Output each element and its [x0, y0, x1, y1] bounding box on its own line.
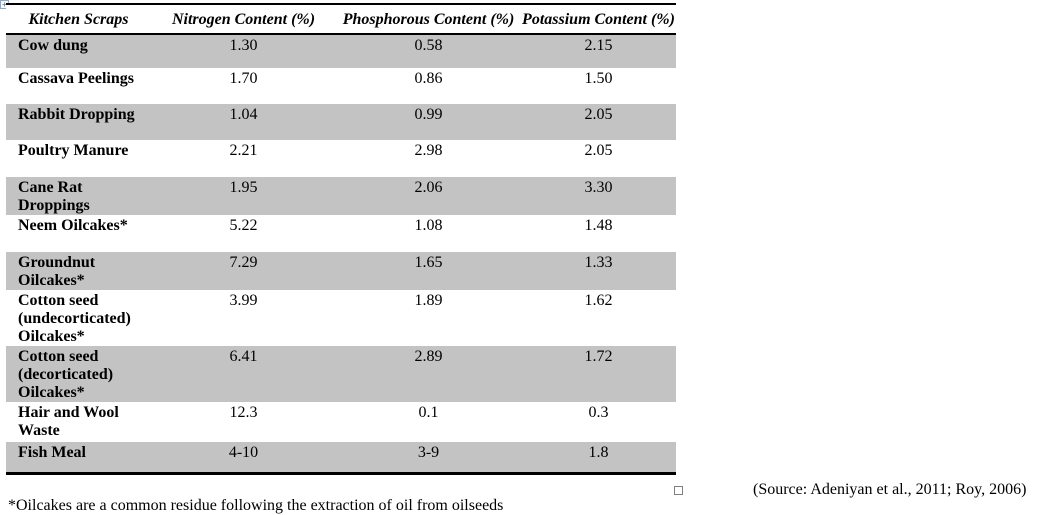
potassium-value: 1.50 — [584, 70, 613, 87]
phosphorous-value: 2.06 — [336, 177, 521, 215]
nitrogen-value: 3.99 — [229, 292, 258, 309]
potassium-value: 2.05 — [584, 142, 613, 159]
potassium-value: 1.33 — [521, 252, 676, 290]
table-row: Poultry Manure 2.21 2.98 2.05 — [6, 140, 676, 177]
nitrogen-value: 12.3 — [229, 404, 258, 421]
nitrogen-value: 1.70 — [229, 70, 258, 87]
phosphorous-value: 1.65 — [336, 252, 521, 290]
potassium-value: 1.62 — [584, 292, 613, 309]
oilcakes-footnote: *Oilcakes are a common residue following… — [8, 497, 504, 514]
potassium-value: 3.30 — [521, 177, 676, 215]
nitrogen-value: 1.95 — [151, 177, 336, 215]
nitrogen-value: 6.41 — [151, 346, 336, 402]
phosphorous-value: 2.89 — [336, 346, 521, 402]
phosphorous-value: 0.58 — [336, 34, 521, 68]
table-row: Cow dung 1.30 0.58 2.15 — [6, 34, 676, 68]
column-header-kitchen-scraps: Kitchen Scraps — [6, 4, 151, 35]
nitrogen-value: 1.30 — [151, 34, 336, 68]
phosphorous-value: 0.1 — [418, 404, 439, 421]
phosphorous-value: 2.98 — [414, 142, 443, 159]
column-header-phosphorous: Phosphorous Content (%) — [336, 4, 521, 35]
source-citation: (Source: Adeniyan et al., 2011; Roy, 200… — [753, 481, 1027, 498]
nitrogen-value: 7.29 — [151, 252, 336, 290]
phosphorous-value: 0.86 — [414, 70, 443, 87]
phosphorous-value: 3-9 — [336, 442, 521, 475]
row-label: Poultry Manure — [18, 142, 129, 159]
table-row: Cotton seed (undecorticated) Oilcakes* 3… — [6, 290, 676, 346]
table-body: Cow dung 1.30 0.58 2.15 Cassava Peelings… — [6, 34, 676, 475]
row-label: Hair and Wool Waste — [18, 404, 119, 439]
potassium-value: 2.15 — [521, 34, 676, 68]
potassium-value: 2.05 — [521, 104, 676, 140]
row-label: Rabbit Dropping — [6, 104, 151, 140]
table-row: Hair and Wool Waste 12.3 0.1 0.3 — [6, 402, 676, 442]
phosphorous-value: 1.08 — [414, 217, 443, 234]
table-row: Cassava Peelings 1.70 0.86 1.50 — [6, 68, 676, 104]
row-label: Cane Rat Droppings — [6, 177, 151, 215]
row-label: Cotton seed (decorticated) Oilcakes* — [6, 346, 151, 402]
row-label: Cassava Peelings — [18, 70, 134, 87]
potassium-value: 1.8 — [521, 442, 676, 475]
table-row: Fish Meal 4-10 3-9 1.8 — [6, 442, 676, 475]
potassium-value: 0.3 — [588, 404, 609, 421]
column-header-nitrogen: Nitrogen Content (%) — [151, 4, 336, 35]
row-label: Neem Oilcakes* — [18, 217, 128, 234]
nitrogen-value: 4-10 — [151, 442, 336, 475]
column-header-potassium: Potassium Content (%) — [521, 4, 676, 35]
table-row: Neem Oilcakes* 5.22 1.08 1.48 — [6, 215, 676, 252]
table-header-row: Kitchen Scraps Nitrogen Content (%) Phos… — [6, 4, 676, 35]
phosphorous-value: 0.99 — [336, 104, 521, 140]
table-row: Cotton seed (decorticated) Oilcakes* 6.4… — [6, 346, 676, 402]
row-label: Groundnut Oilcakes* — [6, 252, 151, 290]
nitrogen-value: 5.22 — [229, 217, 258, 234]
potassium-value: 1.72 — [521, 346, 676, 402]
row-label: Cow dung — [6, 34, 151, 68]
nitrogen-value: 2.21 — [229, 142, 258, 159]
table-resize-handle-icon[interactable] — [674, 486, 683, 495]
table-row: Cane Rat Droppings 1.95 2.06 3.30 — [6, 177, 676, 215]
row-label: Fish Meal — [6, 442, 151, 475]
potassium-value: 1.48 — [584, 217, 613, 234]
kitchen-scraps-nutrient-table: Kitchen Scraps Nitrogen Content (%) Phos… — [6, 3, 676, 475]
row-label: Cotton seed (undecorticated) Oilcakes* — [18, 292, 131, 345]
table-row: Rabbit Dropping 1.04 0.99 2.05 — [6, 104, 676, 140]
table-row: Groundnut Oilcakes* 7.29 1.65 1.33 — [6, 252, 676, 290]
phosphorous-value: 1.89 — [414, 292, 443, 309]
nitrogen-value: 1.04 — [151, 104, 336, 140]
